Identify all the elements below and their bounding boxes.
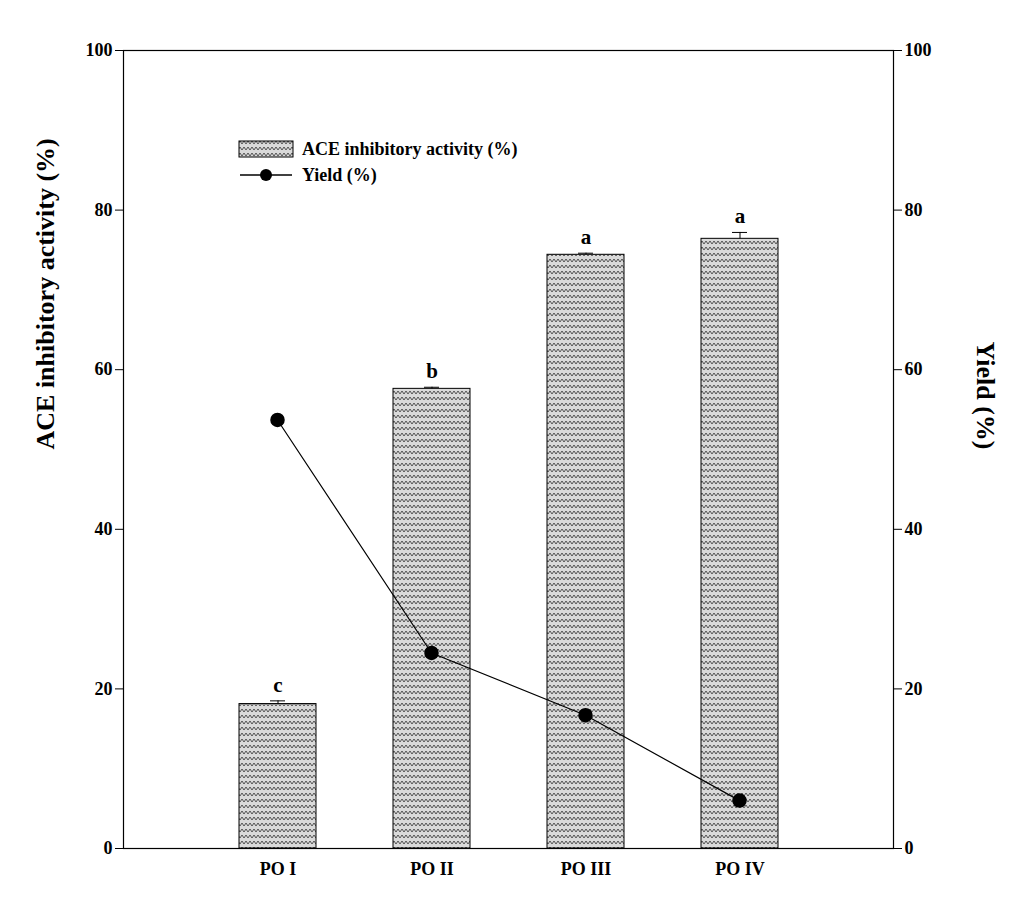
svg-text:60: 60 [95, 359, 113, 379]
svg-text:0: 0 [104, 838, 113, 858]
svg-text:ACE inhibitory activity (%): ACE inhibitory activity (%) [31, 138, 60, 449]
html-text:Yield (%): Yield (%) [302, 164, 377, 185]
svg-text:80: 80 [905, 200, 923, 220]
svg-text:PO III: PO III [561, 859, 612, 879]
svg-text:0: 0 [905, 838, 914, 858]
svg-text:PO IV: PO IV [715, 859, 765, 879]
svg-text:c: c [273, 673, 282, 697]
svg-text:60: 60 [905, 359, 923, 379]
svg-text:100: 100 [86, 40, 113, 60]
svg-text:20: 20 [95, 679, 113, 699]
svg-text:PO II: PO II [410, 859, 454, 879]
svg-text:100: 100 [905, 40, 932, 60]
svg-text:80: 80 [95, 200, 113, 220]
svg-text:a: a [735, 204, 746, 228]
svg-text:Yield (%): Yield (%) [971, 341, 1000, 449]
svg-text:40: 40 [905, 519, 923, 539]
html-text:ACE inhibitory activity (%): ACE inhibitory activity (%) [302, 138, 518, 159]
svg-text:40: 40 [95, 519, 113, 539]
svg-text:20: 20 [905, 679, 923, 699]
svg-text:b: b [426, 359, 438, 383]
svg-text:PO I: PO I [260, 859, 297, 879]
svg-text:a: a [581, 225, 592, 249]
